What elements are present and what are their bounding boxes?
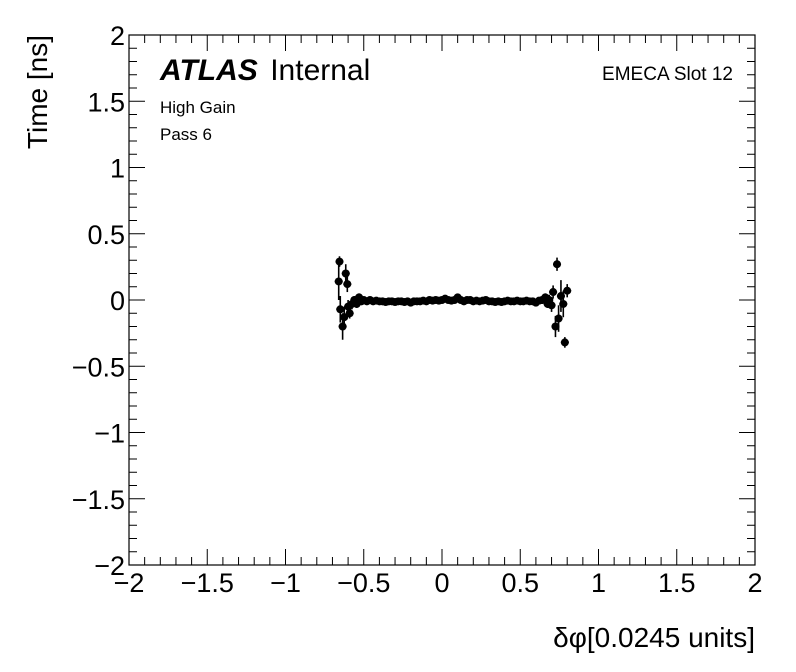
atlas-label: ATLAS Internal	[159, 54, 370, 87]
data-point	[345, 307, 354, 319]
x-axis-title: δφ[0.0245 units]	[553, 622, 755, 653]
data-point	[554, 305, 563, 332]
data-point	[334, 262, 343, 300]
marker	[338, 322, 347, 331]
data-point	[547, 298, 556, 312]
marker	[335, 257, 344, 266]
data-point	[343, 276, 352, 293]
pass-label: Pass 6	[160, 125, 212, 144]
x-tick-label: −1	[270, 568, 301, 598]
data-point	[336, 296, 345, 323]
x-tick-label: −2	[114, 568, 145, 598]
y-axis-title: Time [ns]	[22, 35, 53, 149]
data-point	[335, 256, 344, 267]
data-points	[334, 256, 572, 348]
marker	[551, 322, 560, 331]
marker	[553, 260, 562, 269]
x-tick-label: 0	[434, 568, 449, 598]
atlas-experiment-label: ATLAS	[159, 54, 258, 87]
x-tick-labels: −2 −1.5 −1 −0.5 0 0.5 1 1.5 2	[114, 568, 763, 598]
y-tick-label: 2	[110, 21, 125, 51]
marker	[554, 314, 563, 323]
marker	[336, 305, 345, 314]
x-tick-label: 0.5	[501, 568, 539, 598]
marker	[560, 338, 569, 347]
x-tick-label: 1.5	[658, 568, 696, 598]
x-tick-label: 1	[591, 568, 606, 598]
y-tick-label: 1.5	[87, 87, 125, 117]
marker	[343, 280, 352, 289]
marker	[345, 309, 354, 318]
marker	[547, 301, 556, 310]
data-point	[563, 284, 572, 298]
data-point	[341, 264, 350, 283]
x-tick-label: −0.5	[337, 568, 390, 598]
y-tick-label: −2	[94, 551, 125, 581]
y-tick-label: −0.5	[72, 352, 125, 382]
data-point	[560, 337, 569, 348]
x-tick-label: 2	[747, 568, 762, 598]
detector-label: EMECA Slot 12	[602, 64, 733, 85]
y-tick-labels: −2 −1.5 −1 −0.5 0 0.5 1 1.5 2	[72, 21, 125, 581]
atlas-status-label: Internal	[270, 54, 370, 87]
gain-label: High Gain	[160, 98, 236, 117]
marker	[549, 288, 558, 297]
y-tick-label: 1	[110, 154, 125, 184]
axis-ticks	[128, 34, 756, 566]
data-point	[553, 257, 562, 271]
x-tick-label: −1.5	[181, 568, 234, 598]
y-tick-label: −1.5	[72, 485, 125, 515]
y-tick-label: 0	[110, 286, 125, 316]
y-tick-label: 0.5	[87, 220, 125, 250]
marker	[341, 269, 350, 278]
data-point	[559, 290, 568, 318]
marker	[563, 286, 572, 295]
data-point	[549, 285, 558, 299]
y-tick-label: −1	[94, 419, 125, 449]
marker	[559, 299, 568, 308]
marker	[334, 277, 343, 286]
